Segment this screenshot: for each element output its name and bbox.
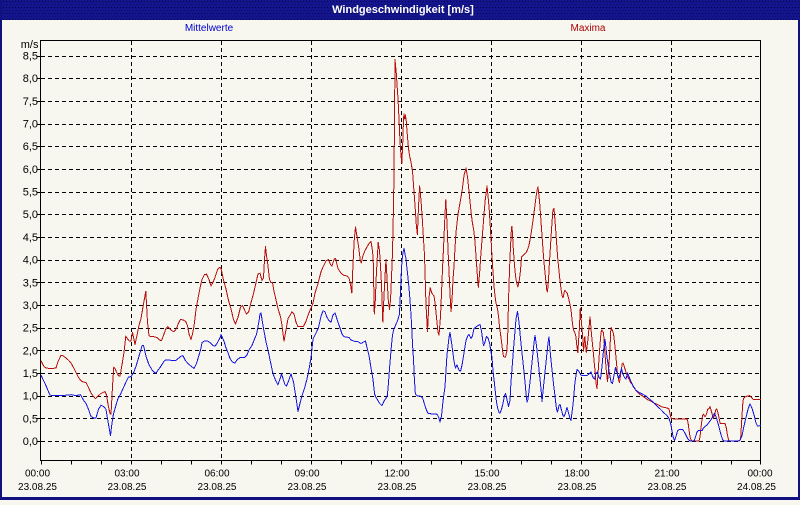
svg-text:23.08.25: 23.08.25	[108, 482, 147, 493]
svg-text:12:00: 12:00	[384, 469, 409, 480]
svg-text:3,5: 3,5	[23, 277, 38, 289]
svg-text:23.08.25: 23.08.25	[198, 482, 237, 493]
svg-text:7,0: 7,0	[23, 119, 38, 131]
svg-text:7,5: 7,5	[23, 96, 38, 108]
svg-text:23.08.25: 23.08.25	[378, 482, 417, 493]
svg-text:0,0: 0,0	[23, 436, 38, 448]
svg-text:09:00: 09:00	[294, 469, 319, 480]
svg-text:18:00: 18:00	[564, 469, 589, 480]
svg-text:23.08.25: 23.08.25	[18, 482, 57, 493]
svg-text:00:00: 00:00	[25, 469, 50, 480]
svg-text:6,0: 6,0	[23, 164, 38, 176]
svg-text:4,0: 4,0	[23, 255, 38, 267]
svg-text:8,0: 8,0	[23, 73, 38, 85]
svg-text:3,0: 3,0	[23, 300, 38, 312]
svg-text:15:00: 15:00	[474, 469, 499, 480]
svg-text:23.08.25: 23.08.25	[648, 482, 687, 493]
svg-text:1,0: 1,0	[23, 391, 38, 403]
svg-text:m/s: m/s	[21, 39, 39, 51]
svg-text:00:00: 00:00	[747, 469, 772, 480]
svg-text:8,5: 8,5	[23, 51, 38, 63]
svg-text:0,5: 0,5	[23, 413, 38, 425]
svg-text:03:00: 03:00	[114, 469, 139, 480]
svg-text:1,5: 1,5	[23, 368, 38, 380]
svg-text:4,5: 4,5	[23, 232, 38, 244]
svg-text:06:00: 06:00	[204, 469, 229, 480]
svg-text:23.08.25: 23.08.25	[288, 482, 327, 493]
svg-text:2,5: 2,5	[23, 323, 38, 335]
svg-text:2,0: 2,0	[23, 345, 38, 357]
svg-text:5,5: 5,5	[23, 187, 38, 199]
svg-text:6,5: 6,5	[23, 141, 38, 153]
svg-text:23.08.25: 23.08.25	[468, 482, 507, 493]
svg-text:24.08.25: 24.08.25	[737, 482, 776, 493]
svg-text:5,0: 5,0	[23, 209, 38, 221]
svg-text:23.08.25: 23.08.25	[558, 482, 597, 493]
svg-text:21:00: 21:00	[654, 469, 679, 480]
